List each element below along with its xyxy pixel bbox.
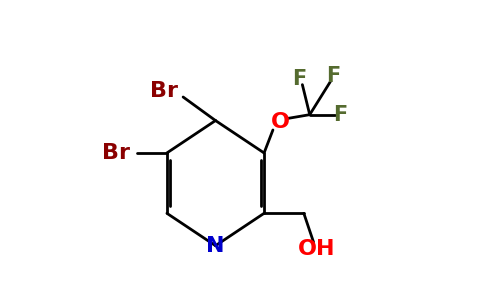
Text: OH: OH — [298, 238, 336, 259]
Text: O: O — [272, 112, 290, 132]
Text: Br: Br — [150, 81, 178, 101]
Text: F: F — [333, 105, 348, 125]
Text: Br: Br — [102, 143, 130, 163]
Text: N: N — [206, 236, 225, 256]
Text: F: F — [326, 66, 340, 86]
Text: F: F — [292, 69, 306, 89]
